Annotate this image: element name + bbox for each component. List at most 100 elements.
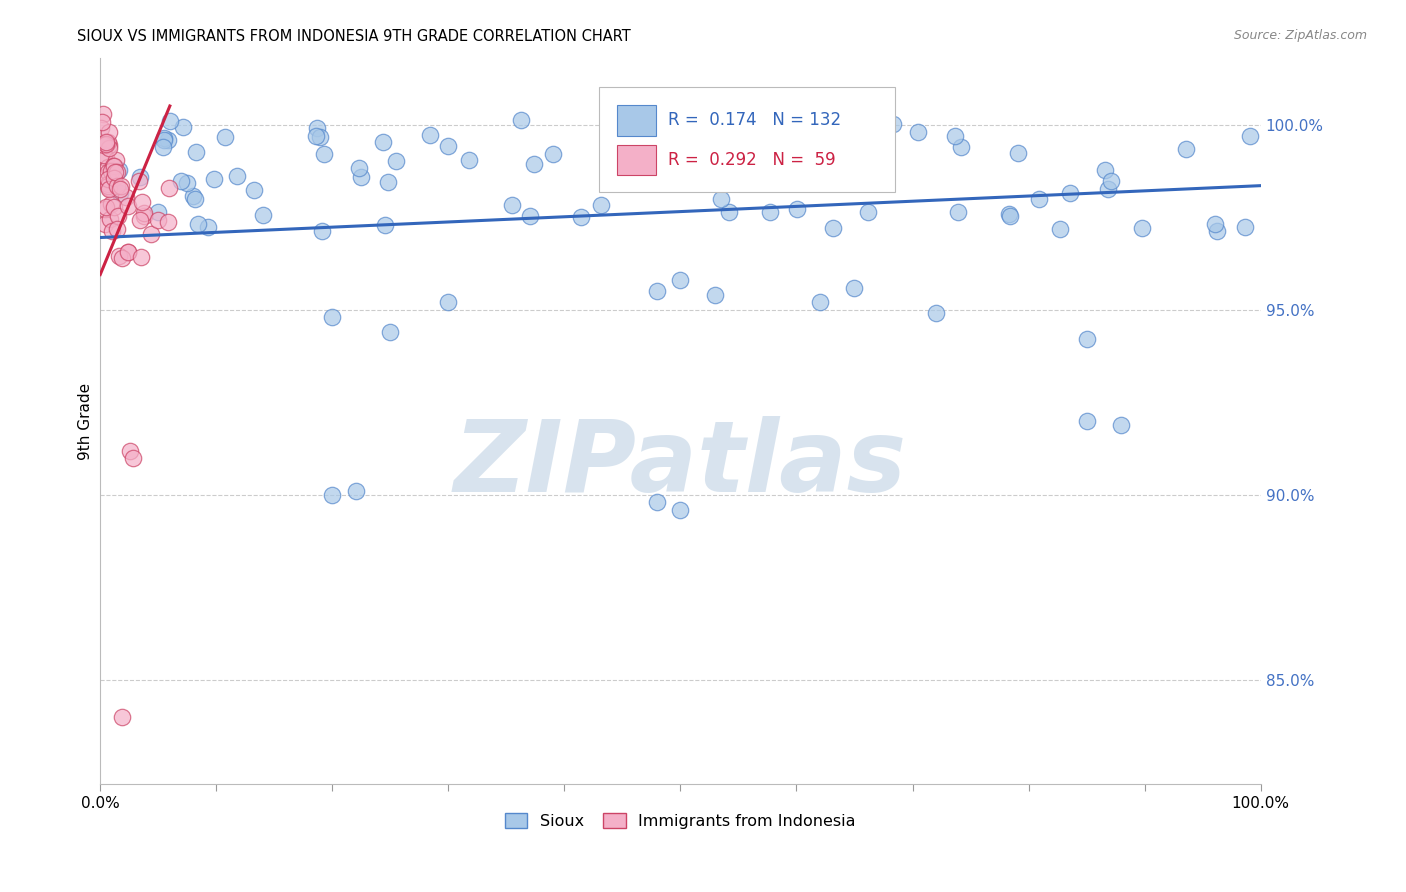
Point [1204,218,1226,232]
Point [997,207,1019,221]
Point [907,125,929,139]
Point [128,174,150,188]
Point [157,181,180,195]
Point [709,109,731,123]
FancyBboxPatch shape [617,105,657,136]
Point [457,153,479,167]
Point [110,179,132,194]
Point [371,135,394,149]
Point [1059,186,1081,200]
Point [309,130,332,145]
Point [97,177,120,191]
Point [1101,174,1123,188]
Point [187,217,209,231]
Point [943,129,966,144]
Point [437,138,460,153]
Legend: Sioux, Immigrants from Indonesia: Sioux, Immigrants from Indonesia [499,806,862,836]
Point [117,199,139,213]
Y-axis label: 9th Grade: 9th Grade [79,383,93,459]
Point [1007,146,1029,161]
Point [733,121,755,136]
Point [807,172,830,186]
Point [1049,222,1071,236]
Point [347,161,370,175]
Point [312,146,335,161]
Point [710,193,733,207]
Point [184,145,207,159]
Point [104,165,127,179]
Point [97,125,120,139]
Point [778,132,800,146]
Point [139,227,162,241]
Point [108,163,131,178]
Point [1239,129,1261,144]
Point [181,189,204,203]
Point [100,223,122,237]
Point [98,212,121,227]
Point [305,128,328,143]
Point [108,249,131,263]
Point [96,136,118,151]
Point [184,192,207,206]
Point [94,169,117,184]
Point [128,170,150,185]
Point [523,157,546,171]
Point [100,196,122,211]
Point [305,121,328,136]
Point [97,161,120,175]
Point [1097,182,1119,196]
Point [645,285,668,299]
Point [96,137,118,152]
Point [707,123,730,137]
Point [519,209,541,223]
Point [153,133,176,147]
Point [93,148,115,162]
Point [131,194,153,209]
Point [120,443,142,458]
Point [105,222,128,236]
Point [1205,224,1227,238]
Point [384,153,406,168]
Point [311,224,333,238]
Point [950,139,973,153]
Point [786,202,808,216]
Point [93,202,115,216]
Point [94,200,117,214]
Point [344,484,367,499]
Point [117,245,139,260]
Point [717,205,740,219]
Point [129,250,152,264]
Point [152,140,174,154]
Point [97,182,120,196]
Point [925,306,948,320]
Point [91,107,114,121]
FancyBboxPatch shape [599,87,896,192]
Text: R =  0.174   N = 132: R = 0.174 N = 132 [668,112,841,129]
Point [797,160,820,174]
Point [783,130,806,145]
Point [589,198,612,212]
Point [96,135,118,149]
Point [97,165,120,179]
Point [103,171,125,186]
Text: SIOUX VS IMMIGRANTS FROM INDONESIA 9TH GRADE CORRELATION CHART: SIOUX VS IMMIGRANTS FROM INDONESIA 9TH G… [77,29,631,45]
Point [105,165,128,179]
Point [882,117,904,131]
Point [105,153,128,167]
Point [437,295,460,310]
Point [111,251,134,265]
Point [159,113,181,128]
Point [100,164,122,178]
Point [543,146,565,161]
Point [121,450,143,465]
Point [93,137,115,152]
Point [202,171,225,186]
Point [946,205,969,219]
Point [111,710,134,724]
Point [172,120,194,134]
Point [176,176,198,190]
Point [377,175,399,189]
Point [856,205,879,219]
Point [117,244,139,259]
Point [1174,142,1197,156]
